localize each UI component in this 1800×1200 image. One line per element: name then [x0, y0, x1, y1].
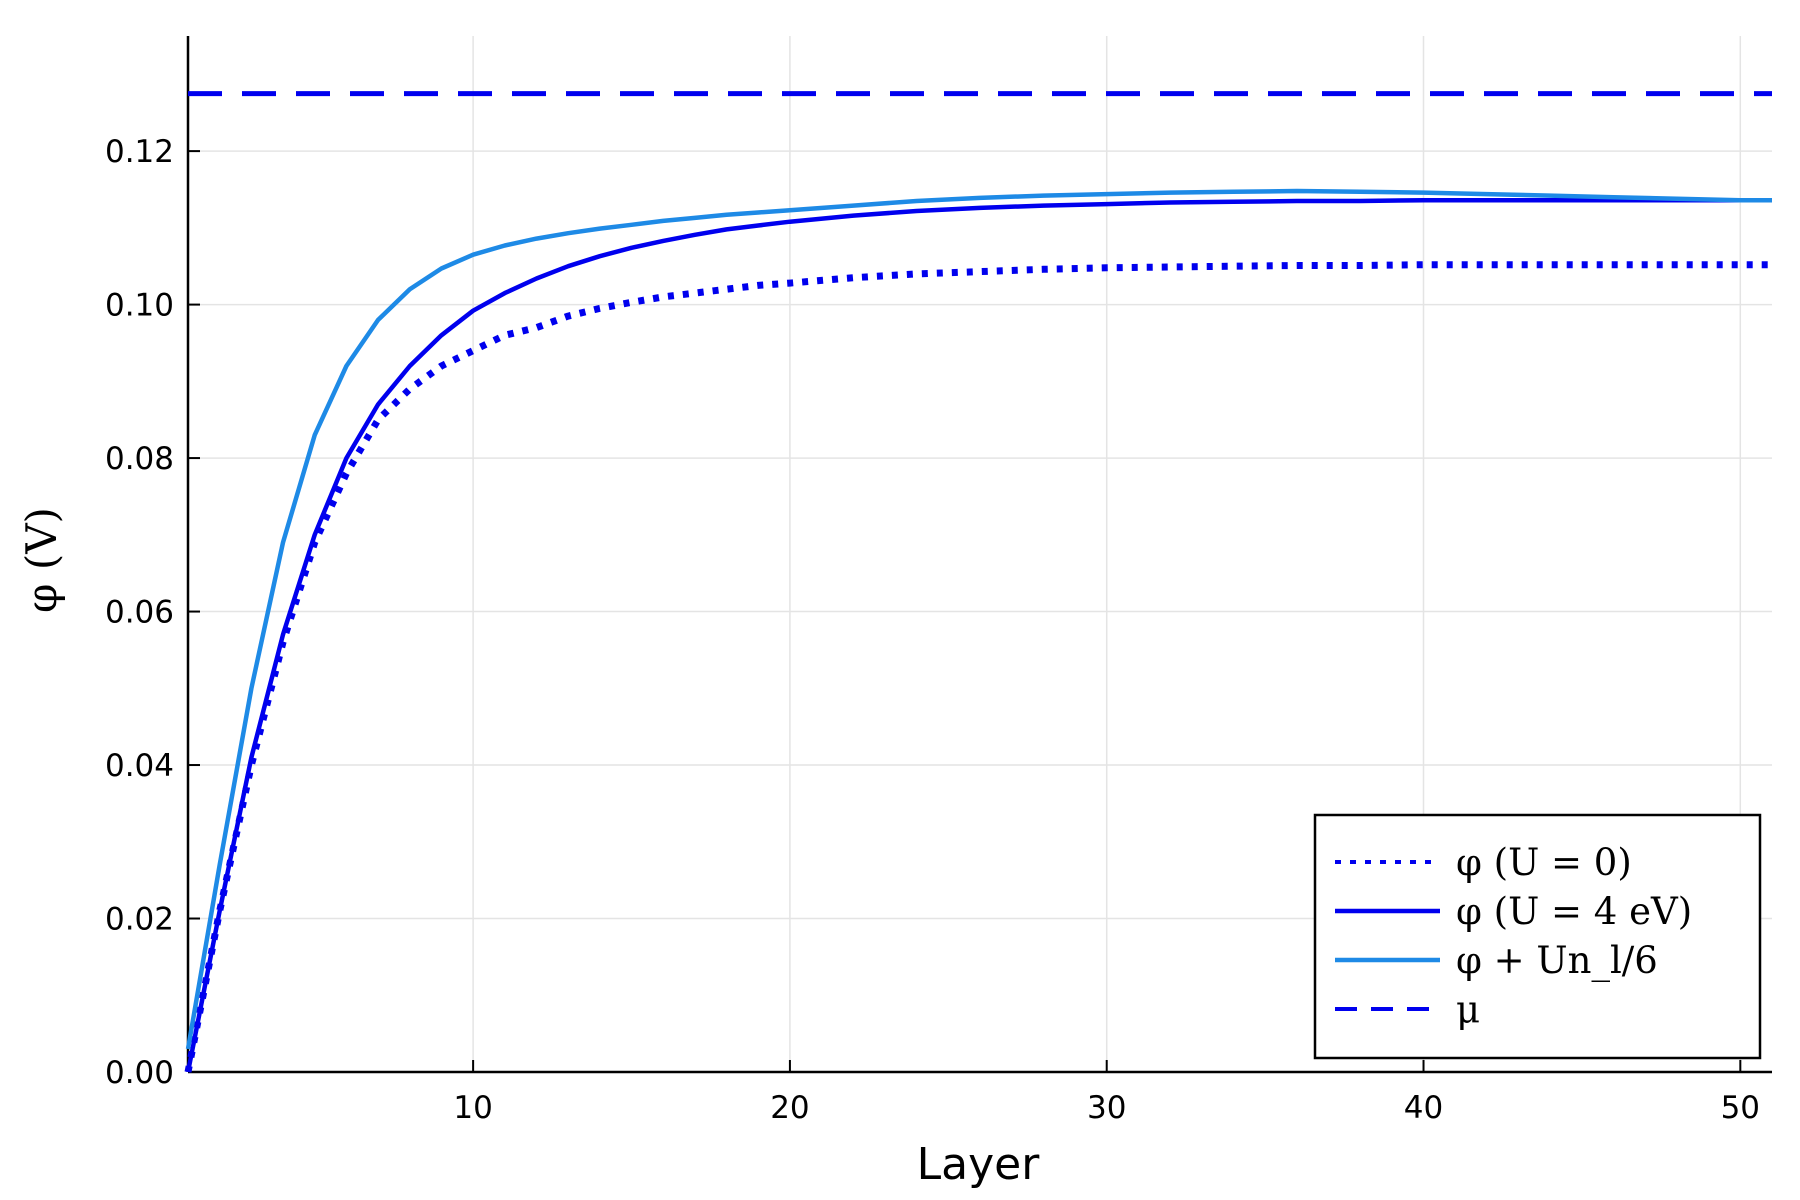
tick-labels: 10 20 30 40 50 0.00 0.02 0.04 0.06 0.08 0.10 0.12 [105, 134, 1760, 1126]
axes [186, 36, 1772, 1074]
x-tick-label: 40 [1404, 1090, 1443, 1126]
y-tick-label: 0.08 [105, 441, 174, 477]
legend: φ (U = 0) φ (U = 4 eV) φ + Un_l/6 μ [1313, 813, 1762, 1060]
x-tick-label: 30 [1087, 1090, 1126, 1126]
series-line-0 [184, 261, 1772, 1073]
x-axis-title: Layer [917, 1139, 1041, 1190]
y-tick-label: 0.12 [105, 134, 174, 170]
y-tick-label: 0.10 [105, 288, 174, 324]
legend-label: μ [1456, 988, 1480, 1031]
x-tick-label: 10 [453, 1090, 492, 1126]
y-tick-label: 0.06 [105, 595, 174, 631]
series-line-1 [185, 197, 1772, 1073]
y-tick-label: 0.00 [105, 1055, 174, 1091]
legend-label: φ + Un_l/6 [1456, 939, 1658, 983]
legend-label: φ (U = 4 eV) [1456, 890, 1692, 933]
series-lines [184, 91, 1772, 1073]
x-tick-label: 20 [770, 1090, 809, 1126]
y-axis-title: φ (V) [17, 507, 66, 613]
series-line-2 [185, 188, 1772, 1050]
y-tick-label: 0.04 [105, 748, 174, 784]
legend-box [1313, 813, 1762, 1060]
x-tick-label: 50 [1721, 1090, 1760, 1126]
legend-label: φ (U = 0) [1456, 841, 1632, 884]
y-tick-label: 0.02 [105, 902, 174, 938]
